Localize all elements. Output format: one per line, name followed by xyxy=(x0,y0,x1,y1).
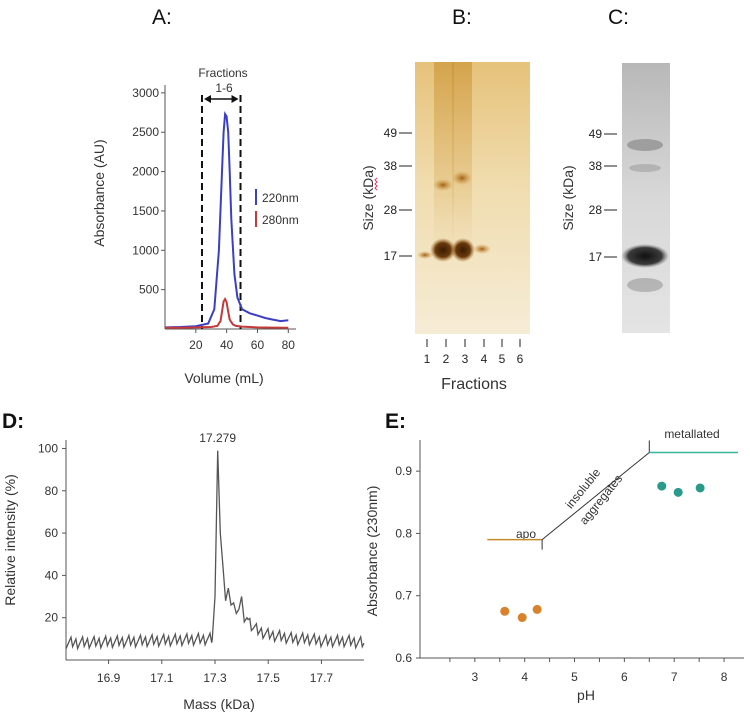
chart-a-ytick-label: 500 xyxy=(139,283,159,297)
chart-e-ytick-label: 0.6 xyxy=(395,651,412,665)
gel-b-band-17-lane1 xyxy=(417,251,433,259)
chart-e-point-metallated xyxy=(673,487,683,497)
gel-c-band-low xyxy=(627,278,663,292)
gel-c-size-marker-label: 28 xyxy=(589,203,603,217)
panel-label-d: D: xyxy=(2,410,24,433)
chart-e-point-apo xyxy=(500,606,510,616)
chart-e-transition-line xyxy=(541,452,650,541)
chart-a-fraction-arrow-left xyxy=(203,95,211,103)
chart-d-ytick-label: 60 xyxy=(45,526,59,540)
chart-a-xtick-label: 40 xyxy=(220,338,234,352)
chart-e-xtick-label: 4 xyxy=(521,670,528,684)
gel-b-band-38-lane2 xyxy=(433,179,453,191)
chart-e-point-apo xyxy=(532,604,542,614)
gel-b-background xyxy=(415,62,530,334)
chart-e-point-metallated xyxy=(695,483,705,493)
chart-e-xtick-label: 3 xyxy=(471,670,478,684)
gel-b-lane-3-streak xyxy=(452,62,472,262)
panel-label-b: B: xyxy=(452,6,472,29)
panel-label-c: C: xyxy=(608,6,629,29)
chart-d-ytick-label: 80 xyxy=(45,484,59,498)
gel-b-lane-label: 4 xyxy=(481,352,488,366)
gel-b-lane-label: 2 xyxy=(443,352,450,366)
gel-c-size-marker-label: 49 xyxy=(589,127,603,141)
chart-a-fraction-arrow-right xyxy=(231,95,239,103)
chart-e-ylabel: Absorbance (230nm) xyxy=(364,486,380,617)
chart-e-xlabel: pH xyxy=(577,687,595,703)
gel-b-ylabel: Size (kDa) xyxy=(360,165,376,230)
legend-220nm-label: 220nm xyxy=(262,191,299,205)
chart-d-xtick-label: 16.9 xyxy=(97,671,121,685)
gel-b-xlabel: Fractions xyxy=(441,376,507,393)
chart-d-ytick-label: 40 xyxy=(45,568,59,582)
chart-d-xtick-label: 17.5 xyxy=(257,671,281,685)
gel-c-band-38 xyxy=(629,164,661,172)
chart-d-ylabel: Relative intensity (%) xyxy=(2,474,18,606)
chart-e-ytick-label: 0.9 xyxy=(395,464,412,478)
gel-c-band-49 xyxy=(627,139,663,151)
chart-a-ytick-label: 2000 xyxy=(132,165,159,179)
chart-a-series-line-280nm xyxy=(165,297,289,329)
chart-a-fractions-range: 1-6 xyxy=(215,81,233,95)
chart-e-xtick-label: 7 xyxy=(671,670,678,684)
gel-b-size-marker-label: 38 xyxy=(384,159,398,173)
gel-b-size-marker-label: 28 xyxy=(384,203,398,217)
chart-a-xtick-label: 60 xyxy=(251,338,265,352)
gel-b-size-marker-label: 49 xyxy=(384,126,398,140)
chart-a: Absorbance (AU) Volume (mL) Fractions 1-… xyxy=(91,66,299,386)
chart-d-ytick-label: 100 xyxy=(38,441,58,455)
chart-d-ytick-label: 20 xyxy=(45,611,59,625)
gel-b-band-17-lane3 xyxy=(451,238,475,262)
chart-e-apo-label: apo xyxy=(516,527,536,541)
chart-a-ytick-label: 1500 xyxy=(132,204,159,218)
gel-b-lane-label: 1 xyxy=(424,352,431,366)
gel-b: Size (kDa) Fractions 49 38 28 17 1 2 3 4 5 6 xyxy=(360,62,530,393)
chart-a-ytick-label: 3000 xyxy=(132,86,159,100)
chart-e-xtick-label: 6 xyxy=(621,670,628,684)
gel-c-size-marker-label: 38 xyxy=(589,159,603,173)
panel-label-a: A: xyxy=(152,6,172,29)
gel-b-band-17-lane4 xyxy=(473,244,491,254)
gel-b-band-17-lane2 xyxy=(430,238,456,262)
chart-e: Absorbance (230nm) pH apo metallated ins… xyxy=(364,427,744,703)
gel-b-band-38-lane3 xyxy=(452,171,472,185)
chart-e-ytick-label: 0.8 xyxy=(395,526,412,540)
chart-a-fractions-title: Fractions xyxy=(198,66,247,80)
chart-d: Relative intensity (%) Mass (kDa) 20 40 60… xyxy=(2,431,365,712)
chart-e-xtick-label: 5 xyxy=(571,670,578,684)
gel-b-lane-label: 6 xyxy=(517,352,524,366)
chart-a-ylabel: Absorbance (AU) xyxy=(91,139,107,246)
legend-280nm-label: 280nm xyxy=(262,213,299,227)
chart-e-point-metallated xyxy=(657,481,667,491)
chart-a-series-line-220nm xyxy=(164,111,289,329)
gel-c-background xyxy=(622,63,670,333)
chart-e-point-apo xyxy=(517,613,527,623)
chart-d-xtick-label: 17.1 xyxy=(150,671,174,685)
gel-b-ylabel-squiggle xyxy=(374,177,378,191)
panel-label-e: E: xyxy=(385,410,406,433)
chart-a-xlabel: Volume (mL) xyxy=(184,370,263,386)
chart-d-peak-label: 17.279 xyxy=(199,431,236,445)
chart-e-metallated-label: metallated xyxy=(664,427,719,441)
gel-b-size-marker-label: 17 xyxy=(384,249,398,263)
gel-c-size-marker-label: 17 xyxy=(589,250,603,264)
chart-e-ytick-label: 0.7 xyxy=(395,589,412,603)
chart-a-legend: 220nm 280nm xyxy=(255,189,299,227)
chart-a-ytick-label: 2500 xyxy=(132,125,159,139)
chart-d-xtick-label: 17.3 xyxy=(203,671,227,685)
gel-c: Size (kDa) 49 38 28 17 xyxy=(560,63,670,333)
chart-a-xtick-label: 20 xyxy=(189,338,203,352)
chart-e-xtick-label: 8 xyxy=(721,670,728,684)
chart-a-xtick-label: 80 xyxy=(282,338,296,352)
chart-d-xlabel: Mass (kDa) xyxy=(183,696,255,712)
gel-b-lane-2-streak xyxy=(434,62,454,262)
chart-d-xtick-label: 17.7 xyxy=(310,671,334,685)
chart-a-ytick-label: 1000 xyxy=(132,243,159,257)
chart-d-spectrum-line xyxy=(65,450,365,651)
gel-c-ylabel: Size (kDa) xyxy=(560,165,576,230)
gel-b-lane-label: 3 xyxy=(462,352,469,366)
gel-b-lane-label: 5 xyxy=(499,352,506,366)
gel-c-band-17 xyxy=(621,244,669,268)
